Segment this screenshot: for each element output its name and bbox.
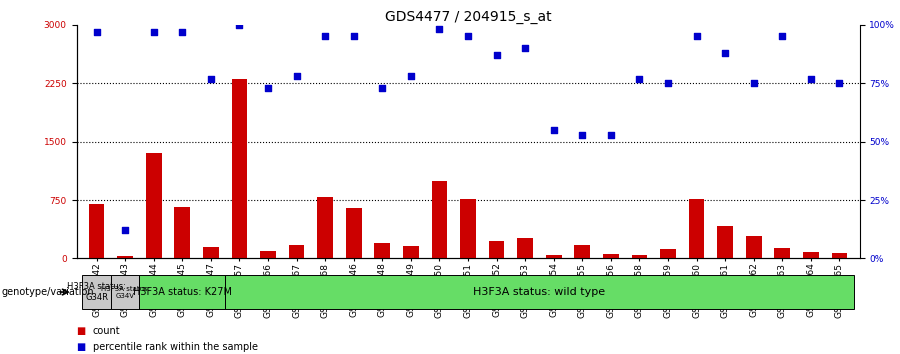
Point [461, 34, 475, 39]
Point [804, 76, 818, 81]
Point [289, 73, 303, 79]
Bar [489, 240, 504, 258]
Point [490, 52, 504, 58]
Bar [289, 245, 304, 258]
Text: H3F3A status: wild type: H3F3A status: wild type [473, 287, 606, 297]
Point [546, 127, 561, 133]
Point [403, 73, 418, 79]
Bar [632, 255, 647, 258]
Bar [374, 243, 390, 258]
Point [661, 80, 675, 86]
Bar [231, 79, 248, 258]
Text: ■: ■ [76, 342, 86, 352]
Bar [111, 275, 140, 309]
Point [633, 76, 647, 81]
Point [175, 29, 189, 35]
Point [346, 34, 361, 39]
Bar [746, 236, 761, 258]
Point [318, 34, 332, 39]
Point [432, 27, 446, 32]
Bar [574, 245, 590, 258]
Bar [117, 256, 133, 258]
Text: genotype/variation: genotype/variation [2, 287, 94, 297]
Text: H3F3A status:
G34V: H3F3A status: G34V [101, 286, 149, 298]
Bar [661, 250, 676, 258]
Text: percentile rank within the sample: percentile rank within the sample [93, 342, 257, 352]
Bar [803, 252, 819, 258]
Bar [717, 226, 733, 258]
Point [118, 228, 132, 233]
Bar [603, 254, 618, 258]
Point [604, 132, 618, 137]
Point [203, 76, 218, 81]
Text: count: count [93, 326, 121, 336]
Point [575, 132, 590, 137]
Bar [318, 197, 333, 258]
Text: ■: ■ [76, 326, 86, 336]
Bar [832, 253, 848, 258]
Bar [432, 181, 447, 258]
Bar [203, 247, 219, 258]
Point [89, 29, 104, 35]
Point [747, 80, 761, 86]
Point [261, 85, 275, 91]
Point [147, 29, 161, 35]
Bar [260, 251, 275, 258]
Point [689, 34, 704, 39]
Text: H3F3A status:
G34R: H3F3A status: G34R [68, 282, 126, 302]
Bar [225, 275, 854, 309]
Bar [175, 207, 190, 258]
Bar [546, 255, 562, 258]
Point [775, 34, 789, 39]
Bar [146, 153, 161, 258]
Point [832, 80, 847, 86]
Point [718, 50, 733, 56]
Bar [346, 208, 362, 258]
Bar [403, 246, 418, 258]
Point [375, 85, 390, 91]
Bar [775, 248, 790, 258]
Bar [88, 204, 104, 258]
Bar [140, 275, 225, 309]
Bar [82, 275, 111, 309]
Point [232, 22, 247, 28]
Bar [518, 238, 533, 258]
Text: H3F3A status: K27M: H3F3A status: K27M [132, 287, 231, 297]
Bar [460, 199, 476, 258]
Point [518, 45, 533, 51]
Bar [688, 199, 705, 258]
Title: GDS4477 / 204915_s_at: GDS4477 / 204915_s_at [384, 10, 552, 24]
